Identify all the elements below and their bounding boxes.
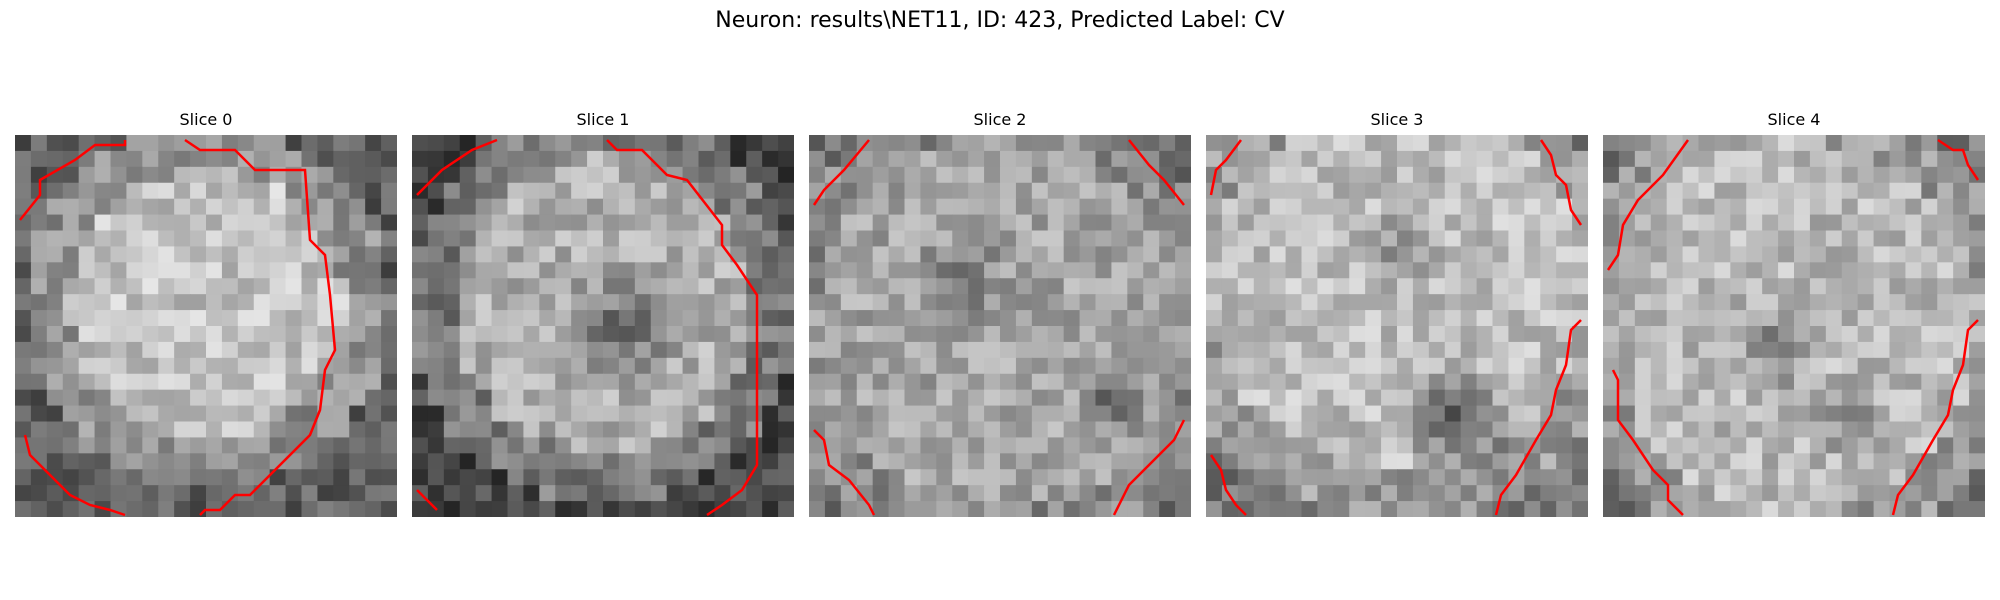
slice-image-4 <box>1603 135 1985 517</box>
contour-line <box>1606 138 1980 516</box>
slice-title: Slice 2 <box>973 110 1027 129</box>
contour-line <box>19 138 337 517</box>
slice-title: Slice 3 <box>1370 110 1424 129</box>
slice-title: Slice 0 <box>179 110 233 129</box>
slice-panel-4: Slice 4 <box>1603 110 1985 520</box>
slice-image-1 <box>412 135 794 517</box>
slice-panel-3: Slice 3 <box>1206 110 1588 520</box>
slice-title: Slice 4 <box>1767 110 1821 129</box>
contour-line <box>416 138 759 517</box>
slice-panel-2: Slice 2 <box>809 110 1191 520</box>
slice-panel-0: Slice 0 <box>15 110 397 520</box>
slice-image-0 <box>15 135 397 517</box>
slice-panel-1: Slice 1 <box>412 110 794 520</box>
slice-image-3 <box>1206 135 1588 517</box>
contour-line <box>812 139 1186 516</box>
contour-line <box>1209 139 1583 516</box>
slice-image-2 <box>809 135 1191 517</box>
figure-title: Neuron: results\NET11, ID: 423, Predicte… <box>715 8 1285 33</box>
slice-title: Slice 1 <box>576 110 630 129</box>
